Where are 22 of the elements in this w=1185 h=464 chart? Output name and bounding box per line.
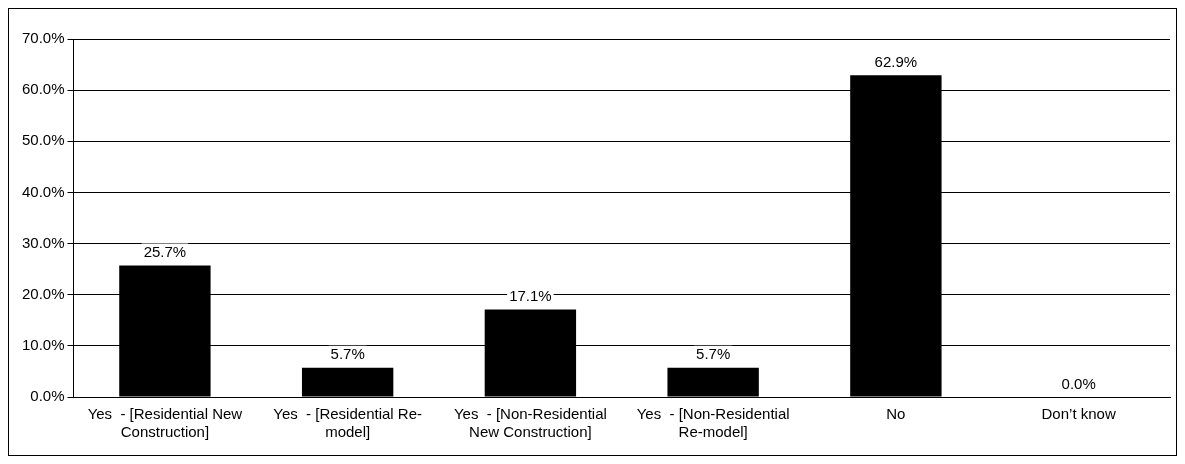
x-tick-label: Don’t know [1041,405,1116,423]
bar [301,367,394,397]
y-tick-label: 60.0% [21,80,65,98]
data-label: 5.7% [330,345,365,363]
y-tick-label: 70.0% [21,29,65,47]
x-tick-label: Yes - [Residential New Construction] [87,405,243,441]
data-label: 25.7% [143,243,187,261]
y-tick-label: 50.0% [21,131,65,149]
data-label: 0.0% [1061,374,1096,392]
x-tick-label: Yes - [Residential Re-model] [273,405,422,441]
y-tick-label: 10.0% [21,336,65,353]
x-tick-label: No [886,405,906,423]
data-label: 17.1% [509,287,552,305]
data-label: 62.9% [874,52,918,70]
y-tick-label: 30.0% [21,233,65,251]
y-tick-label: 40.0% [21,182,65,200]
y-tick-label: 20.0% [21,284,65,302]
y-tick-label: 0.0% [30,387,65,405]
data-label: 5.7% [696,345,731,363]
x-tick-label: Yes - [Non-Residential Re-model] [636,405,790,441]
x-tick-label: Yes - [Non-Residential New Construction] [453,405,607,441]
bar [667,367,759,397]
